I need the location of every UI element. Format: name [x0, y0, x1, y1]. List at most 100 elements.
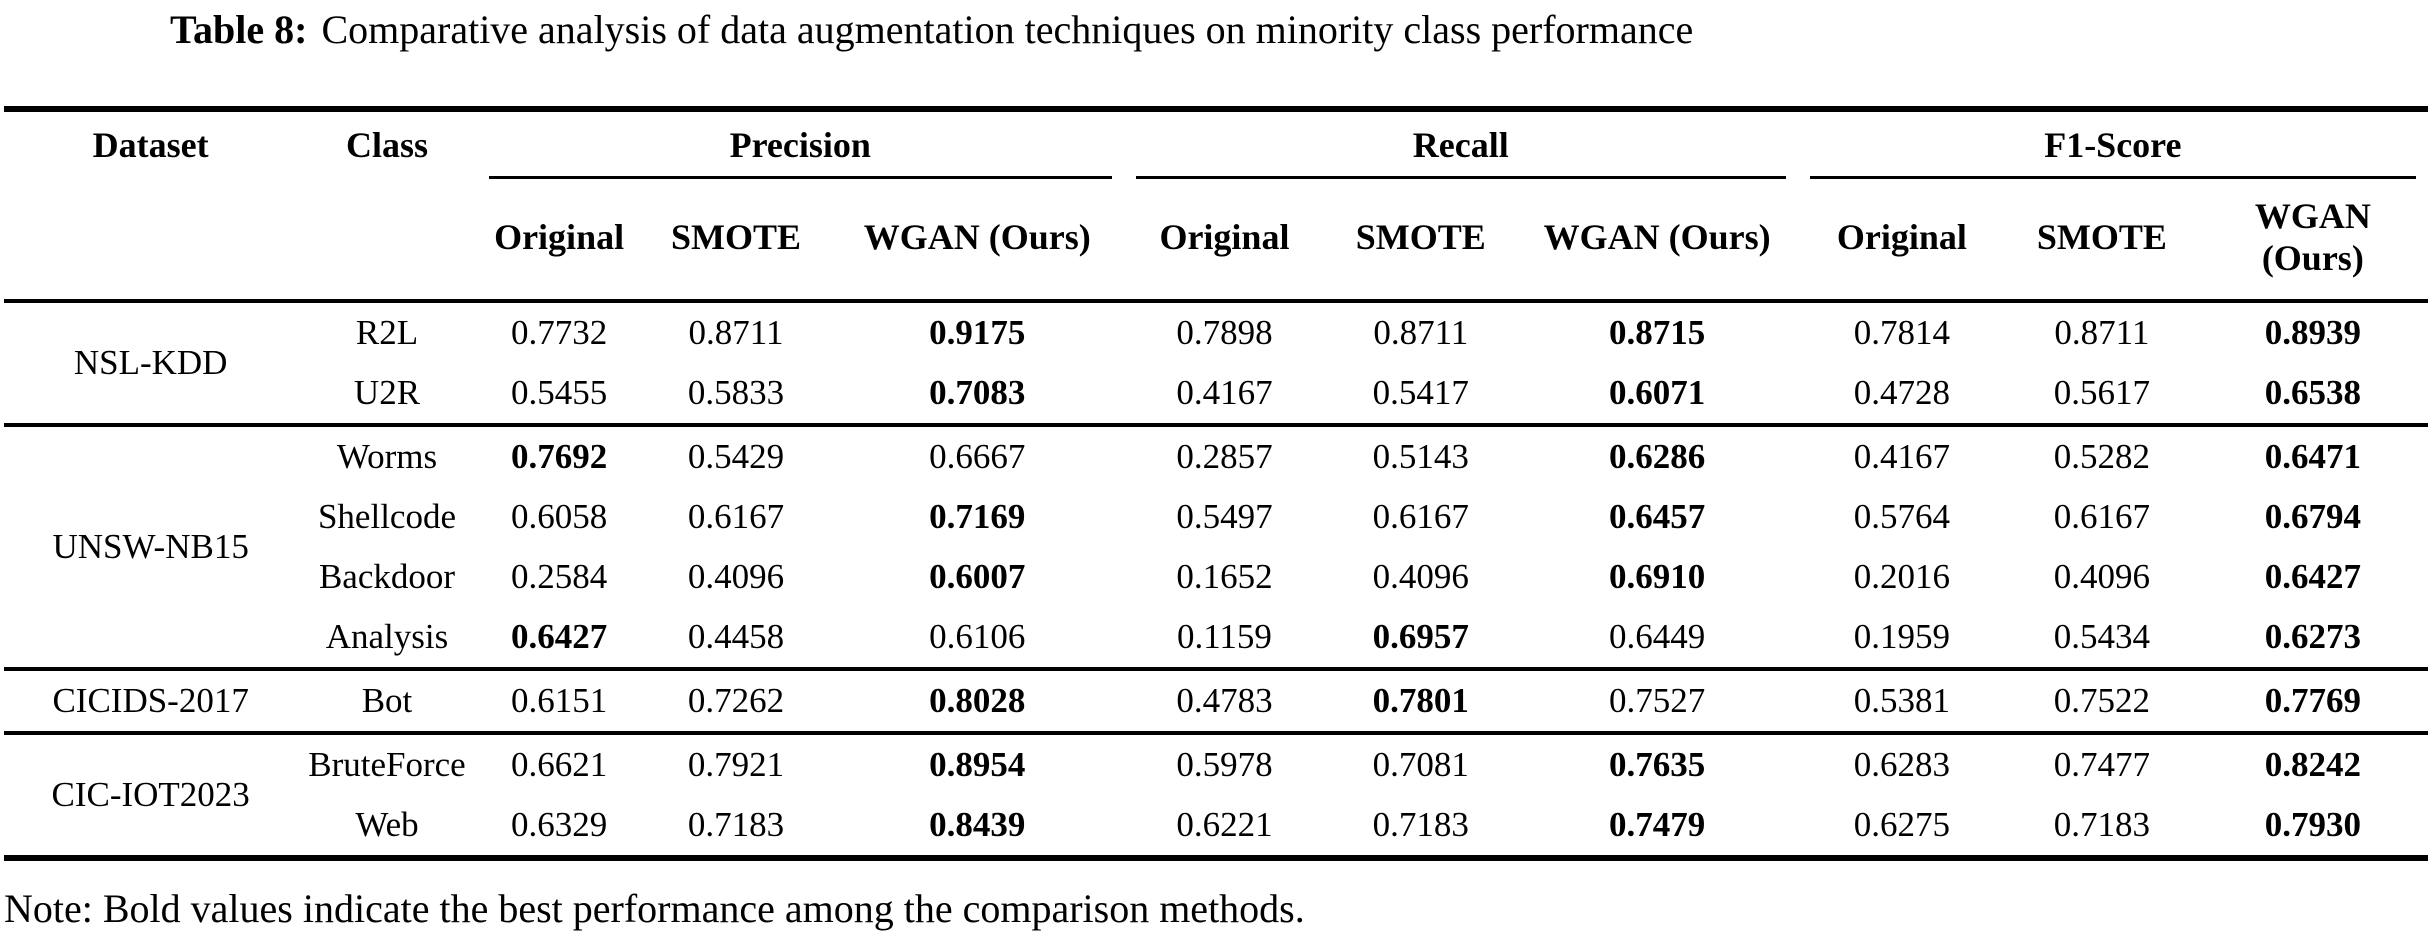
header-row-groups: Dataset Class Precision Recall F1-Score: [4, 109, 2428, 179]
value-cell: 0.6667: [929, 437, 1026, 476]
value-cell: 0.6167: [687, 497, 785, 536]
class-cell: U2R: [353, 373, 421, 412]
value-cell: 0.7169: [929, 497, 1026, 536]
value-cell: 0.7921: [687, 745, 785, 784]
value-cell: 0.6106: [929, 617, 1026, 656]
value-cell: 0.7081: [1372, 745, 1469, 784]
class-cell: Worms: [336, 437, 438, 476]
value-cell: 0.8242: [2264, 745, 2361, 784]
value-cell: 0.5833: [687, 373, 785, 412]
value-cell: 0.1652: [1176, 557, 1273, 596]
value-cell: 0.4096: [1372, 557, 1469, 596]
value-cell: 0.2584: [510, 557, 608, 596]
precision-underline: [488, 176, 1112, 179]
value-cell: 0.8028: [929, 681, 1026, 720]
subcol-recall-smote: SMOTE: [1355, 217, 1486, 257]
group-header-f1: F1-Score: [1798, 109, 2428, 179]
table-row: Web 0.6329 0.7183 0.8439 0.6221 0.7183 0.7479 0…: [4, 795, 2428, 858]
class-cell: Shellcode: [317, 497, 456, 536]
table-note: Note: Bold values indicate the best perf…: [4, 886, 1305, 931]
value-cell: 0.7930: [2264, 805, 2361, 844]
value-cell: 0.8939: [2264, 313, 2361, 352]
dataset-cell: CICIDS-2017: [52, 681, 249, 720]
value-cell: 0.6221: [1176, 805, 1273, 844]
value-cell: 0.7635: [1608, 745, 1706, 784]
subcol-precision-smote: SMOTE: [671, 217, 802, 257]
value-cell: 0.6621: [510, 745, 608, 784]
col-header-class: Class: [345, 125, 428, 165]
table-row: CICIDS-2017 Bot 0.6151 0.7262 0.8028 0.4783 0.…: [4, 669, 2428, 733]
value-cell: 0.2857: [1176, 437, 1273, 476]
value-cell: 0.1159: [1176, 617, 1272, 656]
value-cell: 0.4096: [2053, 557, 2151, 596]
subcol-precision-wgan: WGAN (Ours): [863, 217, 1091, 257]
value-cell: 0.6538: [2264, 373, 2361, 412]
subcol-precision-original: Original: [494, 217, 625, 257]
value-cell: 0.8439: [929, 805, 1026, 844]
value-cell: 0.6167: [1372, 497, 1469, 536]
value-cell: 0.6151: [510, 681, 608, 720]
value-cell: 0.8715: [1608, 313, 1706, 352]
subcol-f1-smote: SMOTE: [2036, 217, 2167, 257]
class-cell: R2L: [355, 313, 419, 352]
value-cell: 0.8954: [929, 745, 1026, 784]
table-row: U2R 0.5455 0.5833 0.7083 0.4167 0.5417 0.6071 0…: [4, 363, 2428, 425]
value-cell: 0.5978: [1176, 745, 1273, 784]
value-cell: 0.7527: [1608, 681, 1706, 720]
value-cell: 0.5617: [2053, 373, 2151, 412]
value-cell: 0.7801: [1372, 681, 1469, 720]
header-row-methods: Original SMOTE WGAN (Ours) Original SMOT…: [4, 179, 2428, 301]
value-cell: 0.6449: [1608, 617, 1706, 656]
value-cell: 0.6427: [2264, 557, 2361, 596]
dataset-cell: CIC-IOT2023: [51, 775, 250, 814]
value-cell: 0.4167: [1176, 373, 1273, 412]
group-label-f1: F1-Score: [2044, 125, 2182, 165]
value-cell: 0.6275: [1853, 805, 1951, 844]
subcol-f1-wgan: WGAN (Ours): [2254, 196, 2371, 278]
value-cell: 0.6283: [1853, 745, 1951, 784]
col-header-dataset: Dataset: [92, 125, 209, 165]
value-cell: 0.5143: [1372, 437, 1469, 476]
value-cell: 0.7477: [2053, 745, 2151, 784]
value-cell: 0.7083: [929, 373, 1026, 412]
value-cell: 0.8711: [688, 313, 784, 352]
value-cell: 0.1959: [1853, 617, 1951, 656]
value-cell: 0.5282: [2053, 437, 2151, 476]
value-cell: 0.7814: [1853, 313, 1951, 352]
table-header: Dataset Class Precision Recall F1-Score …: [4, 109, 2428, 301]
table-row: NSL-KDD R2L 0.7732 0.8711 0.9175 0.7898 0.8711…: [4, 301, 2428, 382]
table-row: Backdoor 0.2584 0.4096 0.6007 0.1652 0.4096 0.…: [4, 547, 2428, 607]
value-cell: 0.7183: [687, 805, 785, 844]
group-header-precision: Precision: [477, 109, 1124, 179]
value-cell: 0.7183: [1372, 805, 1469, 844]
value-cell: 0.8711: [1373, 313, 1469, 352]
subcol-recall-original: Original: [1159, 217, 1290, 257]
value-cell: 0.7898: [1176, 313, 1273, 352]
table-caption: Table 8: Comparative analysis of data aug…: [170, 6, 2432, 54]
value-cell: 0.4783: [1176, 681, 1273, 720]
value-cell: 0.8711: [2054, 313, 2150, 352]
value-cell: 0.5497: [1176, 497, 1273, 536]
group-label-precision: Precision: [729, 125, 871, 165]
value-cell: 0.6167: [2053, 497, 2151, 536]
value-cell: 0.7183: [2053, 805, 2151, 844]
value-cell: 0.5434: [2053, 617, 2151, 656]
value-cell: 0.7479: [1608, 805, 1706, 844]
dataset-group: CIC-IOT2023 BruteForce 0.6621 0.7921 0.8954 0…: [4, 733, 2428, 858]
table-row: UNSW-NB15 Worms 0.7692 0.5429 0.6667 0.2857 0.…: [4, 425, 2428, 566]
f1-underline: [1809, 176, 2416, 179]
value-cell: 0.6058: [510, 497, 608, 536]
subcol-f1-original: Original: [1836, 217, 1967, 257]
group-header-recall: Recall: [1124, 109, 1798, 179]
caption-text: Comparative analysis of data augmentatio…: [321, 7, 1694, 52]
value-cell: 0.7732: [510, 313, 608, 352]
dataset-cell: UNSW-NB15: [52, 527, 249, 566]
value-cell: 0.2016: [1853, 557, 1951, 596]
table-row: Analysis 0.6427 0.4458 0.6106 0.1159 0.6957 0.…: [4, 607, 2428, 669]
value-cell: 0.6794: [2264, 497, 2361, 536]
value-cell: 0.9175: [929, 313, 1026, 352]
value-cell: 0.6071: [1608, 373, 1706, 412]
value-cell: 0.4167: [1853, 437, 1951, 476]
dataset-group: CICIDS-2017 Bot 0.6151 0.7262 0.8028 0.4783 0.…: [4, 669, 2428, 733]
value-cell: 0.7262: [687, 681, 785, 720]
